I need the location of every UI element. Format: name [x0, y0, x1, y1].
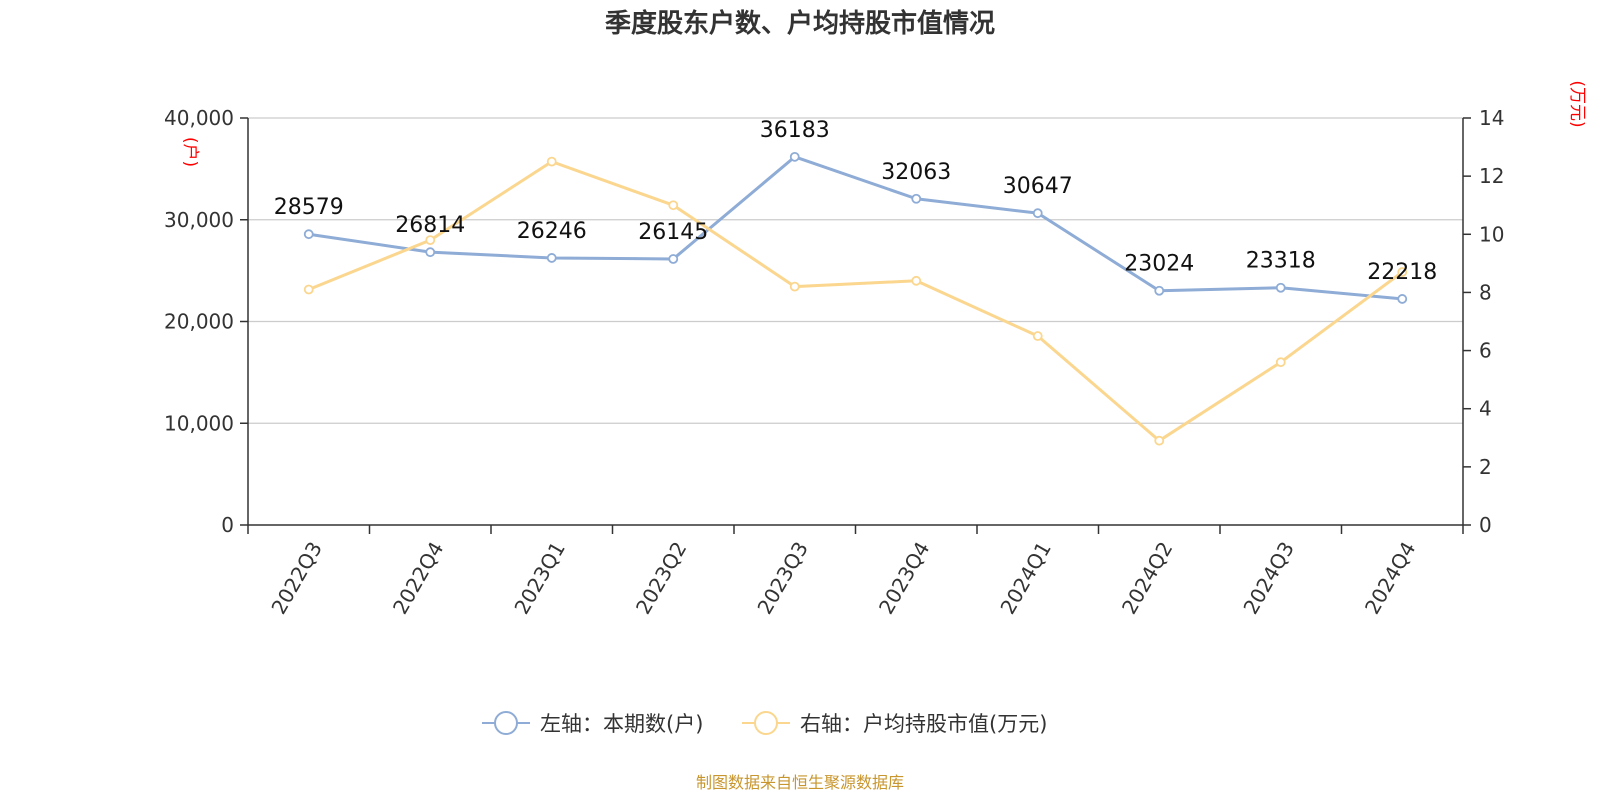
series-1-point [911, 193, 922, 204]
series-1-point [1032, 208, 1043, 219]
series-2-point [1397, 267, 1408, 277]
data-label: 36183 [760, 118, 830, 143]
data-labels: 28579 26814 26246 26145 36183 32063 30647 23024… [274, 118, 1438, 285]
x-tick-label: 2023Q3 [752, 538, 812, 619]
data-label: 26814 [395, 213, 465, 238]
legend-label: 右轴：户均持股市值(万元) [800, 712, 1047, 736]
series-1-point [668, 254, 679, 264]
x-tick-label: 2022Q4 [388, 538, 448, 619]
left-tick-label: 0 [221, 513, 234, 537]
series-2-point [1154, 435, 1165, 446]
legend-label: 左轴：本期数(户) [540, 712, 703, 736]
x-tick-label: 2024Q3 [1238, 538, 1298, 619]
series-2-point [1275, 357, 1286, 368]
right-tick-label: 12 [1479, 164, 1504, 188]
data-label: 23024 [1124, 252, 1194, 277]
right-tick-label: 4 [1479, 397, 1492, 421]
x-tick-label: 2024Q4 [1360, 538, 1420, 619]
x-tick-label: 2022Q3 [266, 538, 326, 619]
right-tick-label: 8 [1479, 280, 1492, 304]
chart-title: 季度股东户数、户均持股市值情况 [605, 8, 995, 39]
data-label: 28579 [274, 195, 344, 220]
series-2-point [668, 200, 679, 211]
series-1-point [303, 229, 314, 240]
x-tick-label: 2024Q2 [1117, 538, 1177, 619]
series-2-point [789, 281, 800, 292]
right-tick-label: 0 [1479, 513, 1492, 537]
right-tick-label: 6 [1479, 339, 1492, 363]
series-2-point [1032, 331, 1043, 341]
series-2-point [546, 156, 557, 167]
x-axis-ticks: 2022Q3 2022Q4 2023Q1 2023Q2 2023Q3 2023Q4 2024… [247, 525, 1464, 619]
legend-swatch-marker [494, 711, 518, 735]
legend-swatch-marker [754, 711, 778, 735]
data-label: 23318 [1246, 249, 1316, 274]
series-1-point [1275, 282, 1286, 293]
data-label: 30647 [1003, 174, 1073, 199]
left-axis-unit: (户) [180, 137, 200, 167]
legend: 左轴：本期数(户) 右轴：户均持股市值(万元) [482, 711, 1047, 736]
series-1-point [1397, 294, 1408, 304]
data-label: 22218 [1367, 260, 1437, 285]
data-label: 26246 [517, 219, 587, 244]
series-1-point [789, 151, 800, 162]
x-tick-label: 2023Q4 [874, 538, 934, 619]
left-tick-label: 10,000 [164, 411, 234, 435]
series-1-point [425, 247, 436, 258]
data-label: 32063 [881, 160, 951, 185]
left-axis-ticks: 0 10,000 20,000 30,000 40,000 [164, 106, 248, 537]
x-tick-label: 2023Q2 [631, 538, 691, 619]
left-tick-label: 20,000 [164, 310, 234, 334]
right-tick-label: 2 [1479, 455, 1492, 479]
x-tick-label: 2023Q1 [509, 538, 569, 619]
right-tick-label: 10 [1479, 222, 1504, 246]
source-note: 制图数据来自恒生聚源数据库 [696, 773, 904, 792]
series-1-point [1154, 285, 1165, 296]
series-line-2 [307, 160, 1404, 443]
right-axis-ticks: 0 2 4 6 8 10 12 14 [1463, 106, 1504, 537]
series-2-point [425, 235, 436, 246]
series-line-1 [307, 155, 1404, 301]
right-tick-label: 14 [1479, 106, 1504, 130]
data-label: 26145 [638, 220, 708, 245]
grid-lines [248, 117, 1463, 424]
right-axis-unit: (万元) [1567, 80, 1587, 127]
left-tick-label: 40,000 [164, 106, 234, 130]
series-layer [303, 151, 1408, 446]
x-tick-label: 2024Q1 [995, 538, 1055, 619]
series-2-point [303, 284, 314, 295]
series-2-point [911, 275, 922, 286]
series-1-point [546, 253, 557, 263]
left-tick-label: 30,000 [164, 208, 234, 232]
